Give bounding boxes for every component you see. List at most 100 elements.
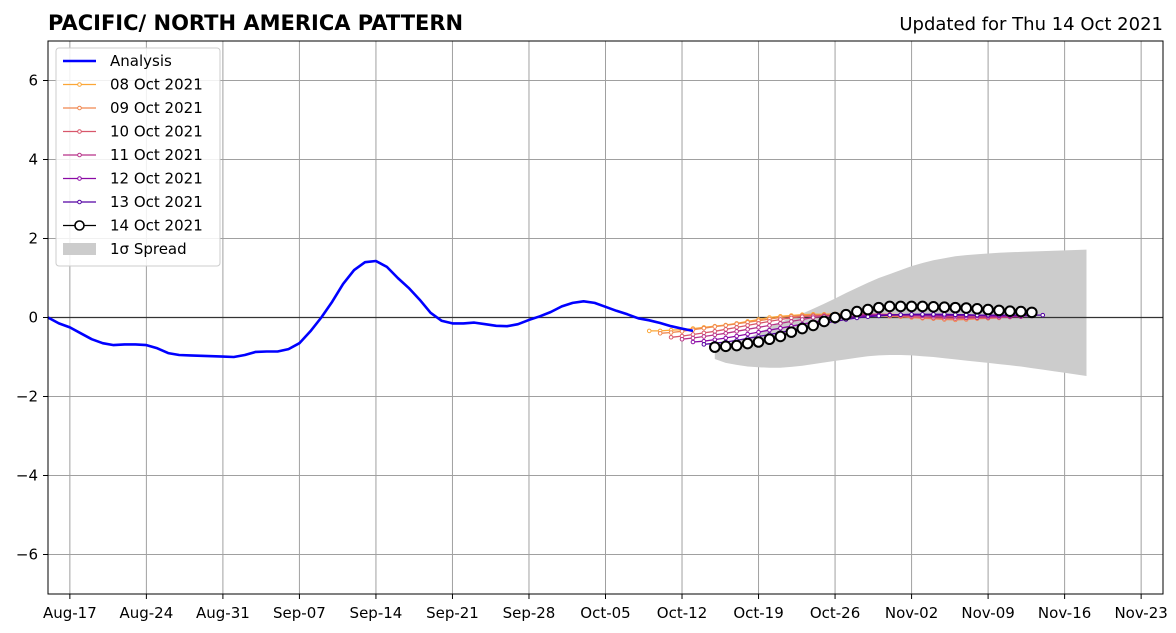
- y-tick-label: 0: [28, 309, 38, 327]
- forecast-point: [690, 339, 696, 345]
- forecast-point: [723, 327, 729, 332]
- analysis-line: [47, 259, 694, 359]
- forecast-point: [887, 312, 893, 318]
- forecast-point: [679, 336, 685, 342]
- forecast-point: [778, 325, 783, 331]
- forecast-point: [796, 322, 809, 335]
- x-tick-label: Nov-23: [1114, 604, 1167, 622]
- forecast-point: [690, 335, 696, 341]
- forecast-point: [734, 325, 739, 330]
- forecast-point: [876, 313, 882, 319]
- forecast-point: [1026, 306, 1038, 319]
- forecast-point: [712, 332, 718, 338]
- y-tick-label: −6: [16, 546, 38, 564]
- legend-marker: [77, 176, 82, 181]
- forecast-point: [865, 314, 871, 320]
- forecast-point: [730, 339, 743, 352]
- legend-entry: 11 Oct 2021: [63, 146, 203, 164]
- y-tick-label: 6: [28, 72, 38, 90]
- x-tick-label: Nov-16: [1038, 604, 1091, 622]
- legend-swatch: [63, 243, 96, 255]
- forecast-point: [807, 319, 819, 332]
- legend-entry: 1σ Spread: [63, 240, 187, 258]
- legend-marker: [74, 220, 85, 231]
- y-tick-label: 4: [28, 151, 38, 169]
- forecast-point: [723, 335, 729, 341]
- forecast-point: [905, 300, 918, 313]
- forecast-point: [719, 340, 732, 353]
- forecast-point: [818, 315, 830, 328]
- forecast-point: [829, 311, 841, 324]
- x-tick-label: Sep-07: [273, 604, 326, 622]
- x-tick-label: Aug-17: [43, 604, 97, 622]
- forecast-point: [701, 325, 707, 331]
- chart-title: PACIFIC/ NORTH AMERICA PATTERN: [48, 11, 463, 35]
- legend-entry: 14 Oct 2021: [63, 217, 203, 235]
- legend-label: 13 Oct 2021: [110, 193, 203, 211]
- forecast-point: [668, 330, 674, 335]
- x-axis: Aug-17 Aug-24 Aug-31 Sep-07 Sep-14 Sep-21 Sep-…: [43, 594, 1168, 622]
- forecast-point: [701, 342, 707, 347]
- x-tick-label: Oct-19: [733, 604, 783, 622]
- forecast-point: [872, 301, 885, 314]
- forecast-series: [646, 300, 1046, 353]
- forecast-point: [810, 315, 816, 320]
- forecast-point: [927, 301, 940, 313]
- forecast-point: [767, 319, 772, 324]
- forecast-point: [767, 327, 772, 333]
- forecast-point: [894, 300, 907, 313]
- forecast-point: [960, 302, 973, 314]
- analysis-series: [47, 259, 694, 359]
- legend-label: 09 Oct 2021: [110, 99, 203, 117]
- legend-marker: [77, 152, 82, 158]
- forecast-point: [709, 341, 721, 353]
- forecast-point: [763, 333, 776, 346]
- forecast-point: [756, 321, 761, 326]
- x-tick-label: Aug-24: [119, 604, 173, 622]
- legend-entry: Analysis: [63, 52, 172, 70]
- legend: Analysis 08 Oct 2021 09 Oct 2021 10 Oct 202…: [55, 47, 221, 267]
- forecast-point: [851, 305, 863, 318]
- forecast-point: [949, 301, 962, 314]
- forecast-point: [799, 317, 805, 322]
- y-tick-label: −4: [16, 467, 38, 485]
- forecast-point: [1015, 305, 1027, 318]
- x-tick-label: Sep-21: [426, 604, 479, 622]
- forecast-point: [756, 325, 761, 330]
- x-tick-label: Nov-09: [961, 604, 1014, 622]
- forecast-point: [712, 324, 718, 329]
- forecast-point: [745, 327, 750, 332]
- forecast-point: [916, 300, 929, 313]
- legend-label: 08 Oct 2021: [110, 76, 203, 94]
- legend-entry: 12 Oct 2021: [63, 170, 203, 188]
- forecast-point: [778, 317, 783, 322]
- forecast-point: [723, 323, 729, 328]
- x-tick-label: Oct-12: [657, 604, 707, 622]
- forecast-point: [898, 312, 903, 318]
- forecast-point: [741, 337, 754, 350]
- legend-marker: [77, 82, 82, 87]
- x-tick-label: Sep-28: [503, 604, 556, 622]
- forecast-point: [971, 303, 983, 315]
- legend-label: 1σ Spread: [110, 240, 187, 258]
- y-tick-label: −2: [16, 388, 38, 406]
- forecast-point: [1040, 312, 1046, 318]
- x-tick-label: Sep-14: [350, 604, 403, 622]
- forecast-point: [701, 334, 707, 339]
- legend-entry: 10 Oct 2021: [63, 123, 203, 141]
- y-tick-label: 2: [28, 230, 38, 248]
- forecast-point: [938, 301, 951, 314]
- x-tick-label: Oct-26: [810, 604, 860, 622]
- forecast-point: [752, 336, 765, 348]
- legend-entry: 09 Oct 2021: [63, 99, 203, 117]
- legend-box: [55, 47, 221, 267]
- forecast-point: [931, 312, 936, 317]
- legend-marker: [77, 105, 82, 111]
- forecast-point: [745, 331, 750, 337]
- legend-label: 12 Oct 2021: [110, 170, 203, 188]
- forecast-point: [1004, 305, 1016, 317]
- forecast-point: [883, 300, 896, 313]
- legend-marker: [77, 199, 82, 205]
- forecast-point: [734, 329, 739, 334]
